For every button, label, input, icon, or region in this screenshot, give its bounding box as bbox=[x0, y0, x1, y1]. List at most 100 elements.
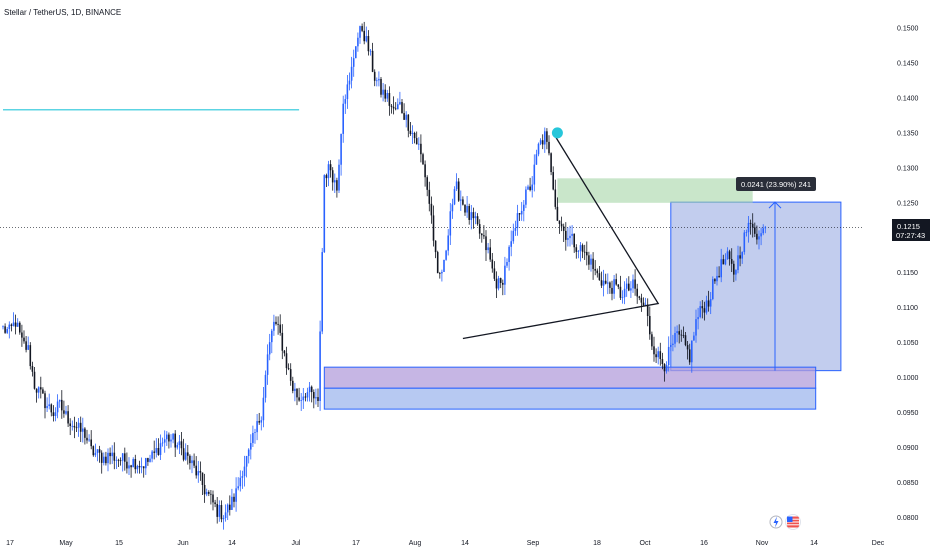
candle-body bbox=[197, 471, 200, 476]
candle-body bbox=[161, 442, 164, 444]
candle-body bbox=[71, 425, 74, 427]
candle-body bbox=[16, 322, 19, 327]
candle bbox=[558, 220, 561, 234]
candle-body bbox=[413, 132, 416, 139]
candle-body bbox=[134, 459, 137, 470]
candle bbox=[61, 390, 63, 419]
candle-body bbox=[657, 351, 659, 358]
candle-body bbox=[504, 265, 506, 285]
candle bbox=[428, 181, 431, 212]
candle bbox=[344, 94, 347, 114]
candle bbox=[726, 247, 729, 260]
candle bbox=[138, 460, 141, 474]
candle bbox=[418, 137, 420, 150]
time-axis-background bbox=[0, 535, 932, 550]
chart-drawings bbox=[462, 127, 782, 371]
us-flag-icon[interactable] bbox=[785, 514, 801, 530]
candle bbox=[58, 399, 61, 408]
candle-body bbox=[439, 273, 441, 274]
candle bbox=[10, 323, 13, 332]
candle-body bbox=[514, 228, 517, 231]
candle-body bbox=[308, 386, 311, 393]
candle-body bbox=[373, 71, 376, 81]
candle bbox=[539, 138, 542, 146]
candle bbox=[222, 515, 225, 530]
candle bbox=[229, 495, 231, 516]
candle-body bbox=[84, 428, 86, 438]
candle bbox=[182, 438, 185, 462]
price-tick-label: 0.1350 bbox=[897, 130, 919, 137]
candle-body bbox=[604, 280, 607, 284]
candle-body bbox=[361, 26, 363, 31]
candle-body bbox=[2, 326, 4, 328]
candle bbox=[203, 473, 206, 503]
candle-body bbox=[441, 271, 443, 274]
candle bbox=[531, 176, 533, 198]
candle-body bbox=[609, 282, 611, 288]
candle-body bbox=[720, 259, 722, 278]
candle-body bbox=[222, 517, 225, 520]
candle-body bbox=[764, 227, 767, 229]
candle bbox=[6, 326, 8, 335]
candle-body bbox=[331, 170, 334, 183]
candle bbox=[187, 444, 189, 465]
lightning-icon[interactable] bbox=[769, 515, 783, 529]
candle bbox=[663, 363, 666, 382]
candle-body bbox=[554, 189, 557, 207]
candle bbox=[16, 318, 19, 327]
time-tick-label: 14 bbox=[810, 540, 818, 547]
candle bbox=[103, 452, 105, 466]
candle-body bbox=[111, 452, 113, 457]
candle bbox=[449, 203, 452, 246]
candle-body bbox=[567, 238, 569, 240]
candle bbox=[535, 149, 538, 165]
candle-body bbox=[61, 399, 63, 411]
time-tick-label: May bbox=[59, 540, 73, 547]
candle-body bbox=[617, 284, 620, 287]
candle-body bbox=[94, 452, 97, 456]
candle bbox=[161, 437, 164, 447]
candle bbox=[386, 89, 389, 102]
candle-body bbox=[184, 452, 187, 460]
candle-body bbox=[745, 232, 748, 233]
candle-body bbox=[418, 143, 420, 145]
candle-body bbox=[220, 505, 223, 520]
candle-body bbox=[271, 330, 273, 343]
candle bbox=[518, 212, 521, 222]
candle-body bbox=[10, 324, 13, 326]
candle-body bbox=[411, 132, 414, 134]
candle bbox=[533, 154, 536, 192]
candle-body bbox=[403, 113, 405, 120]
candle-body bbox=[586, 251, 588, 256]
candle bbox=[302, 387, 305, 409]
candle bbox=[499, 277, 502, 289]
candle-body bbox=[52, 412, 55, 417]
candle bbox=[716, 266, 718, 286]
candle bbox=[485, 230, 487, 262]
candle-body bbox=[292, 380, 294, 391]
candle-body bbox=[103, 456, 105, 463]
last-price-value: 0.1215 bbox=[897, 222, 920, 231]
candle bbox=[145, 457, 147, 475]
candle-body bbox=[208, 491, 210, 494]
candle bbox=[607, 273, 609, 295]
candle-body bbox=[737, 255, 739, 271]
candle bbox=[720, 248, 722, 283]
candle-body bbox=[674, 333, 676, 344]
candle-body bbox=[132, 459, 134, 468]
candle bbox=[21, 324, 23, 347]
time-axis[interactable]: 17 May 15 Jun 14 Jul 17 Aug 14 Sep 18 Oct 16 Nov 14 Dec bbox=[0, 535, 932, 550]
candle bbox=[40, 376, 42, 399]
candle-body bbox=[544, 131, 546, 145]
candle-body bbox=[741, 252, 743, 259]
candle-body bbox=[302, 396, 305, 401]
candle-body bbox=[462, 199, 464, 205]
candle-body bbox=[699, 306, 701, 318]
candle-body bbox=[703, 308, 706, 313]
candle-body bbox=[275, 321, 277, 324]
candle-body bbox=[254, 432, 256, 433]
price-axis[interactable]: 0.0800 0.0850 0.0900 0.0950 0.1000 0.1050 0.11… bbox=[862, 0, 932, 535]
candle-body bbox=[642, 302, 645, 306]
candle bbox=[111, 445, 113, 464]
